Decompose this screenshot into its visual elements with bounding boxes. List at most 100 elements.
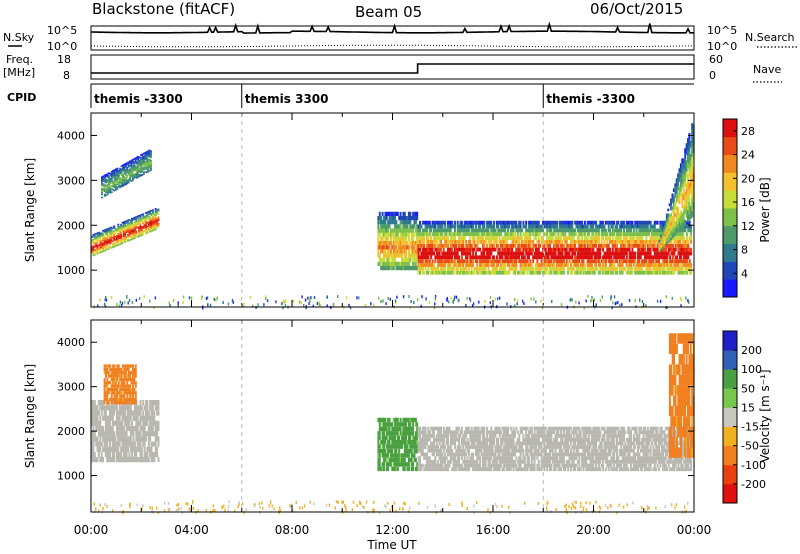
velocity-cell [109, 436, 111, 442]
power-cell [562, 247, 565, 252]
power-cell [421, 220, 424, 225]
velocity-cell [389, 462, 392, 467]
power-cell [145, 165, 148, 167]
power-cell [134, 165, 137, 167]
power-cell [543, 243, 546, 248]
power-cell [405, 220, 408, 225]
power-cell [114, 228, 117, 230]
velocity-cell [129, 405, 132, 411]
power-cell [113, 177, 116, 179]
power-cell [668, 219, 671, 223]
power-cell [433, 228, 435, 233]
power-cell [147, 222, 150, 224]
power-cell [592, 220, 595, 225]
power-cell [395, 301, 397, 305]
power-cell [454, 220, 456, 225]
velocity-cell [118, 420, 121, 426]
power-cell [508, 251, 511, 256]
velocity-cell [122, 431, 125, 437]
power-cell [447, 263, 449, 267]
power-cell [463, 251, 466, 256]
power-cell [117, 236, 120, 238]
power-cell [466, 259, 469, 264]
power-cell [560, 228, 563, 233]
power-cell [635, 228, 638, 233]
power-cell [525, 267, 528, 271]
power-cell [536, 255, 539, 260]
power-cell [550, 267, 553, 271]
power-cell [412, 245, 415, 250]
noise-right-tick-bottom: 10^0 [707, 40, 737, 53]
power-cell [623, 224, 625, 229]
power-cell [498, 255, 501, 260]
power-cell [568, 236, 571, 240]
power-cell [446, 298, 448, 302]
power-cell [125, 229, 128, 232]
power-cell [501, 228, 504, 233]
power-cell [142, 173, 145, 175]
power-cell [433, 224, 435, 229]
power-cell [679, 224, 682, 230]
power-cell [511, 236, 514, 240]
power-cell [122, 221, 125, 223]
power-cell [132, 217, 135, 219]
velocity-cell [130, 381, 133, 385]
power-cell [616, 251, 618, 256]
velocity-cell [151, 420, 154, 426]
power-cell [646, 240, 649, 244]
power-cell [145, 227, 147, 230]
power-cell [655, 228, 658, 233]
power-cell [664, 243, 667, 248]
power-cell [127, 301, 129, 305]
velocity-cell [113, 441, 116, 447]
power-cell [126, 176, 129, 178]
power-cell [448, 240, 451, 244]
velocity-cell [132, 371, 134, 375]
power-cell [637, 236, 639, 240]
power-cell [142, 168, 145, 171]
power-cell [562, 259, 565, 264]
power-cell [484, 300, 486, 303]
power-cell [401, 245, 403, 250]
power-cell [467, 270, 470, 275]
power-cell [455, 251, 458, 256]
power-cell [420, 240, 423, 244]
power-cell [554, 247, 557, 252]
power-cell [512, 263, 515, 267]
power-cell [645, 224, 648, 229]
velocity-cell [112, 367, 115, 372]
power-cell [661, 247, 664, 250]
power-cell [536, 232, 539, 237]
power-cell [494, 232, 497, 237]
velocity-cell [110, 401, 113, 405]
power-cell [507, 228, 509, 233]
power-cell [599, 263, 602, 267]
power-cell [128, 236, 131, 238]
power-cell [99, 239, 102, 241]
power-cell [135, 156, 138, 159]
power-cell [535, 255, 537, 260]
power-cell [114, 229, 117, 232]
power-cell [474, 228, 477, 233]
power-cell [113, 233, 116, 235]
power-cell [387, 261, 390, 266]
frequency-series-line [91, 63, 694, 74]
power-cell [680, 232, 683, 237]
power-cell [625, 232, 628, 237]
power-cell [687, 224, 690, 229]
power-cell [139, 216, 142, 218]
power-cell [571, 247, 574, 252]
power-cell [451, 220, 454, 225]
power-cell [116, 186, 119, 189]
power-cell [139, 217, 142, 220]
velocity-cell [125, 446, 128, 452]
power-cell [618, 251, 621, 256]
power-cell [672, 212, 675, 217]
power-cell [364, 304, 366, 307]
power-cell [458, 259, 461, 264]
velocity-cell [110, 377, 113, 382]
power-cell [509, 243, 512, 248]
velocity-cell [122, 394, 124, 398]
power-cell [501, 259, 504, 264]
power-cell [438, 220, 441, 225]
